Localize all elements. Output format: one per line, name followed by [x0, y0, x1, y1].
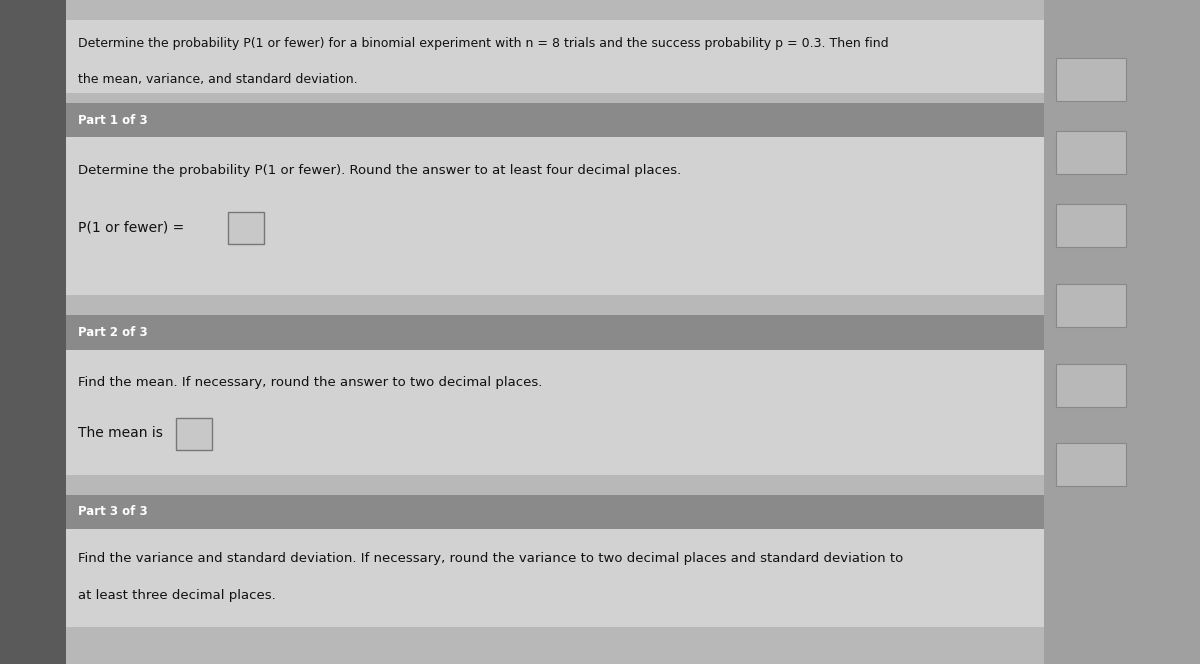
FancyBboxPatch shape — [176, 418, 212, 450]
FancyBboxPatch shape — [1056, 284, 1126, 327]
FancyBboxPatch shape — [66, 20, 1044, 93]
Text: Determine the probability P(1 or fewer) for a binomial experiment with n = 8 tri: Determine the probability P(1 or fewer) … — [78, 37, 889, 50]
FancyBboxPatch shape — [66, 103, 1044, 295]
FancyBboxPatch shape — [66, 495, 1044, 529]
FancyBboxPatch shape — [66, 315, 1044, 350]
FancyBboxPatch shape — [66, 315, 1044, 475]
FancyBboxPatch shape — [0, 0, 66, 664]
Text: P(1 or fewer) =: P(1 or fewer) = — [78, 220, 185, 234]
FancyBboxPatch shape — [1056, 444, 1126, 486]
Text: Part 3 of 3: Part 3 of 3 — [78, 505, 148, 519]
FancyBboxPatch shape — [1044, 0, 1200, 664]
Text: the mean, variance, and standard deviation.: the mean, variance, and standard deviati… — [78, 73, 358, 86]
Text: The mean is: The mean is — [78, 426, 163, 440]
FancyBboxPatch shape — [1056, 204, 1126, 247]
FancyBboxPatch shape — [1056, 58, 1126, 101]
Text: Find the variance and standard deviation. If necessary, round the variance to tw: Find the variance and standard deviation… — [78, 552, 904, 566]
FancyBboxPatch shape — [66, 103, 1044, 137]
FancyBboxPatch shape — [228, 212, 264, 244]
FancyBboxPatch shape — [1056, 364, 1126, 406]
FancyBboxPatch shape — [66, 495, 1044, 627]
Text: Part 1 of 3: Part 1 of 3 — [78, 114, 148, 127]
FancyBboxPatch shape — [1056, 131, 1126, 174]
Text: Find the mean. If necessary, round the answer to two decimal places.: Find the mean. If necessary, round the a… — [78, 376, 542, 390]
Text: at least three decimal places.: at least three decimal places. — [78, 589, 276, 602]
Text: Part 2 of 3: Part 2 of 3 — [78, 326, 148, 339]
Text: Determine the probability P(1 or fewer). Round the answer to at least four decim: Determine the probability P(1 or fewer).… — [78, 164, 682, 177]
